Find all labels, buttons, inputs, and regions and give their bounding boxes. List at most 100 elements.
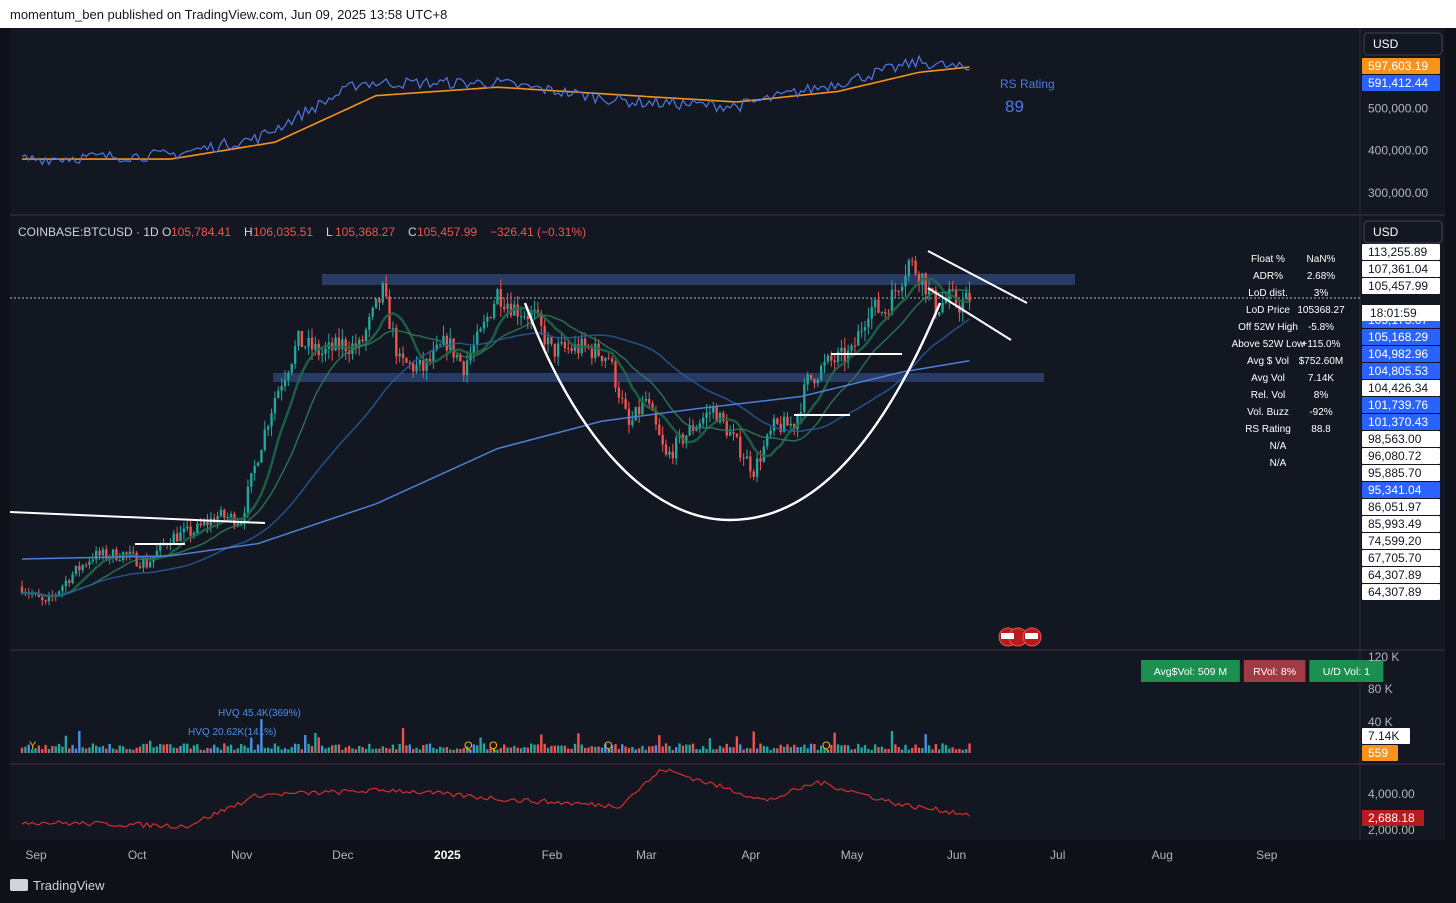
candle xyxy=(914,256,917,277)
candle xyxy=(894,283,897,299)
support-zone xyxy=(273,373,1044,382)
volume-bar xyxy=(71,744,74,753)
stat-value: -92% xyxy=(1309,407,1332,418)
volume-bar xyxy=(803,744,806,753)
candle xyxy=(320,347,324,363)
svg-text:107,361.04: 107,361.04 xyxy=(1368,262,1428,276)
candle xyxy=(307,329,310,355)
candle xyxy=(594,336,597,363)
candle xyxy=(334,333,337,352)
volume-bar xyxy=(941,743,944,753)
candle xyxy=(755,452,759,483)
ohlc-key: C xyxy=(408,225,417,239)
volume-bar xyxy=(64,735,68,753)
volume-bar xyxy=(745,748,749,753)
volume-bar xyxy=(101,745,105,753)
volume-bar xyxy=(718,745,722,753)
candle xyxy=(438,343,442,347)
volume-bar xyxy=(162,744,165,753)
volume-bar xyxy=(964,749,968,753)
x-axis-tick: Apr xyxy=(742,848,761,862)
volume-bar xyxy=(857,743,860,753)
currency-selector[interactable]: USD xyxy=(1363,220,1443,244)
volume-bar xyxy=(452,749,455,753)
candle xyxy=(745,449,749,459)
candle xyxy=(78,561,81,577)
svg-text:86,051.97: 86,051.97 xyxy=(1368,500,1422,514)
volume-bar xyxy=(749,748,752,753)
volume-bar xyxy=(833,732,836,753)
volume-bar xyxy=(435,749,438,753)
volume-bar xyxy=(216,747,219,753)
candle xyxy=(823,353,826,373)
marker-y: Y xyxy=(29,740,37,752)
volume-bar xyxy=(674,747,678,753)
svg-text:113,255.89: 113,255.89 xyxy=(1368,245,1427,259)
candle xyxy=(809,374,813,381)
candle xyxy=(472,334,476,362)
x-axis-tick: Oct xyxy=(128,848,147,862)
flag-lower-line xyxy=(927,287,1012,341)
currency-selector[interactable]: USD xyxy=(1363,32,1443,56)
stat-value: 3% xyxy=(1314,288,1329,299)
volume-bar xyxy=(911,747,914,753)
volume-bar xyxy=(610,745,614,753)
stat-label: Above 52W Low xyxy=(1232,339,1306,350)
volume-bar xyxy=(344,747,347,753)
svg-text:USD: USD xyxy=(1373,37,1399,51)
volume-bar xyxy=(240,744,243,753)
candle xyxy=(337,328,341,357)
svg-text:104,982.96: 104,982.96 xyxy=(1368,347,1428,361)
cup-curve xyxy=(523,302,942,522)
us-flag-icons xyxy=(998,627,1042,647)
svg-text:67,705.70: 67,705.70 xyxy=(1368,551,1422,565)
candle xyxy=(813,378,816,389)
volume-bar xyxy=(688,744,691,753)
candle xyxy=(374,298,378,310)
candle xyxy=(712,402,715,419)
volume-bar xyxy=(540,734,543,753)
candle xyxy=(432,341,435,369)
volume-bar xyxy=(159,744,162,753)
volume-bar xyxy=(88,747,91,753)
stat-label: Off 52W High xyxy=(1238,322,1298,333)
volume-bar xyxy=(938,749,941,753)
tradingview-logo[interactable]: TradingView xyxy=(10,878,105,893)
svg-text:2,688.18: 2,688.18 xyxy=(1368,811,1415,825)
volume-bar xyxy=(489,747,492,753)
volume-bar xyxy=(627,748,631,753)
candle xyxy=(189,521,192,543)
bottom-indicator-pane xyxy=(21,768,970,829)
indicator-line xyxy=(21,768,970,829)
price-label: 85,993.49 xyxy=(1362,516,1440,532)
volume-bar xyxy=(283,748,287,753)
volume-bar xyxy=(449,749,452,753)
volume-bar xyxy=(300,749,304,753)
publish-info: momentum_ben published on TradingView.co… xyxy=(10,7,448,22)
volume-bar xyxy=(958,748,961,753)
candle xyxy=(270,408,273,437)
volume-bar xyxy=(391,744,395,753)
candle xyxy=(250,472,253,494)
candle xyxy=(44,599,47,605)
candle xyxy=(418,359,422,372)
volume-bar xyxy=(503,744,506,753)
candle xyxy=(499,279,503,317)
candle xyxy=(476,323,479,352)
stat-value: 105368.27 xyxy=(1297,305,1345,316)
volume-bar xyxy=(543,743,546,753)
volume-bar xyxy=(573,743,577,753)
volume-bar xyxy=(698,749,701,753)
candle xyxy=(462,360,465,382)
volume-bar xyxy=(904,744,907,753)
volume-bar xyxy=(567,748,570,753)
volume-bar xyxy=(34,748,37,753)
chart-area[interactable]: RS Rating 89 COINBASE:BTCUSD · 1D O 105,784… xyxy=(0,28,1456,870)
volume-bar xyxy=(428,743,432,753)
candle xyxy=(381,281,384,306)
candle xyxy=(890,280,894,316)
candle xyxy=(701,412,705,428)
volume-bar xyxy=(47,749,51,753)
candle xyxy=(186,520,189,532)
candle xyxy=(698,419,701,434)
